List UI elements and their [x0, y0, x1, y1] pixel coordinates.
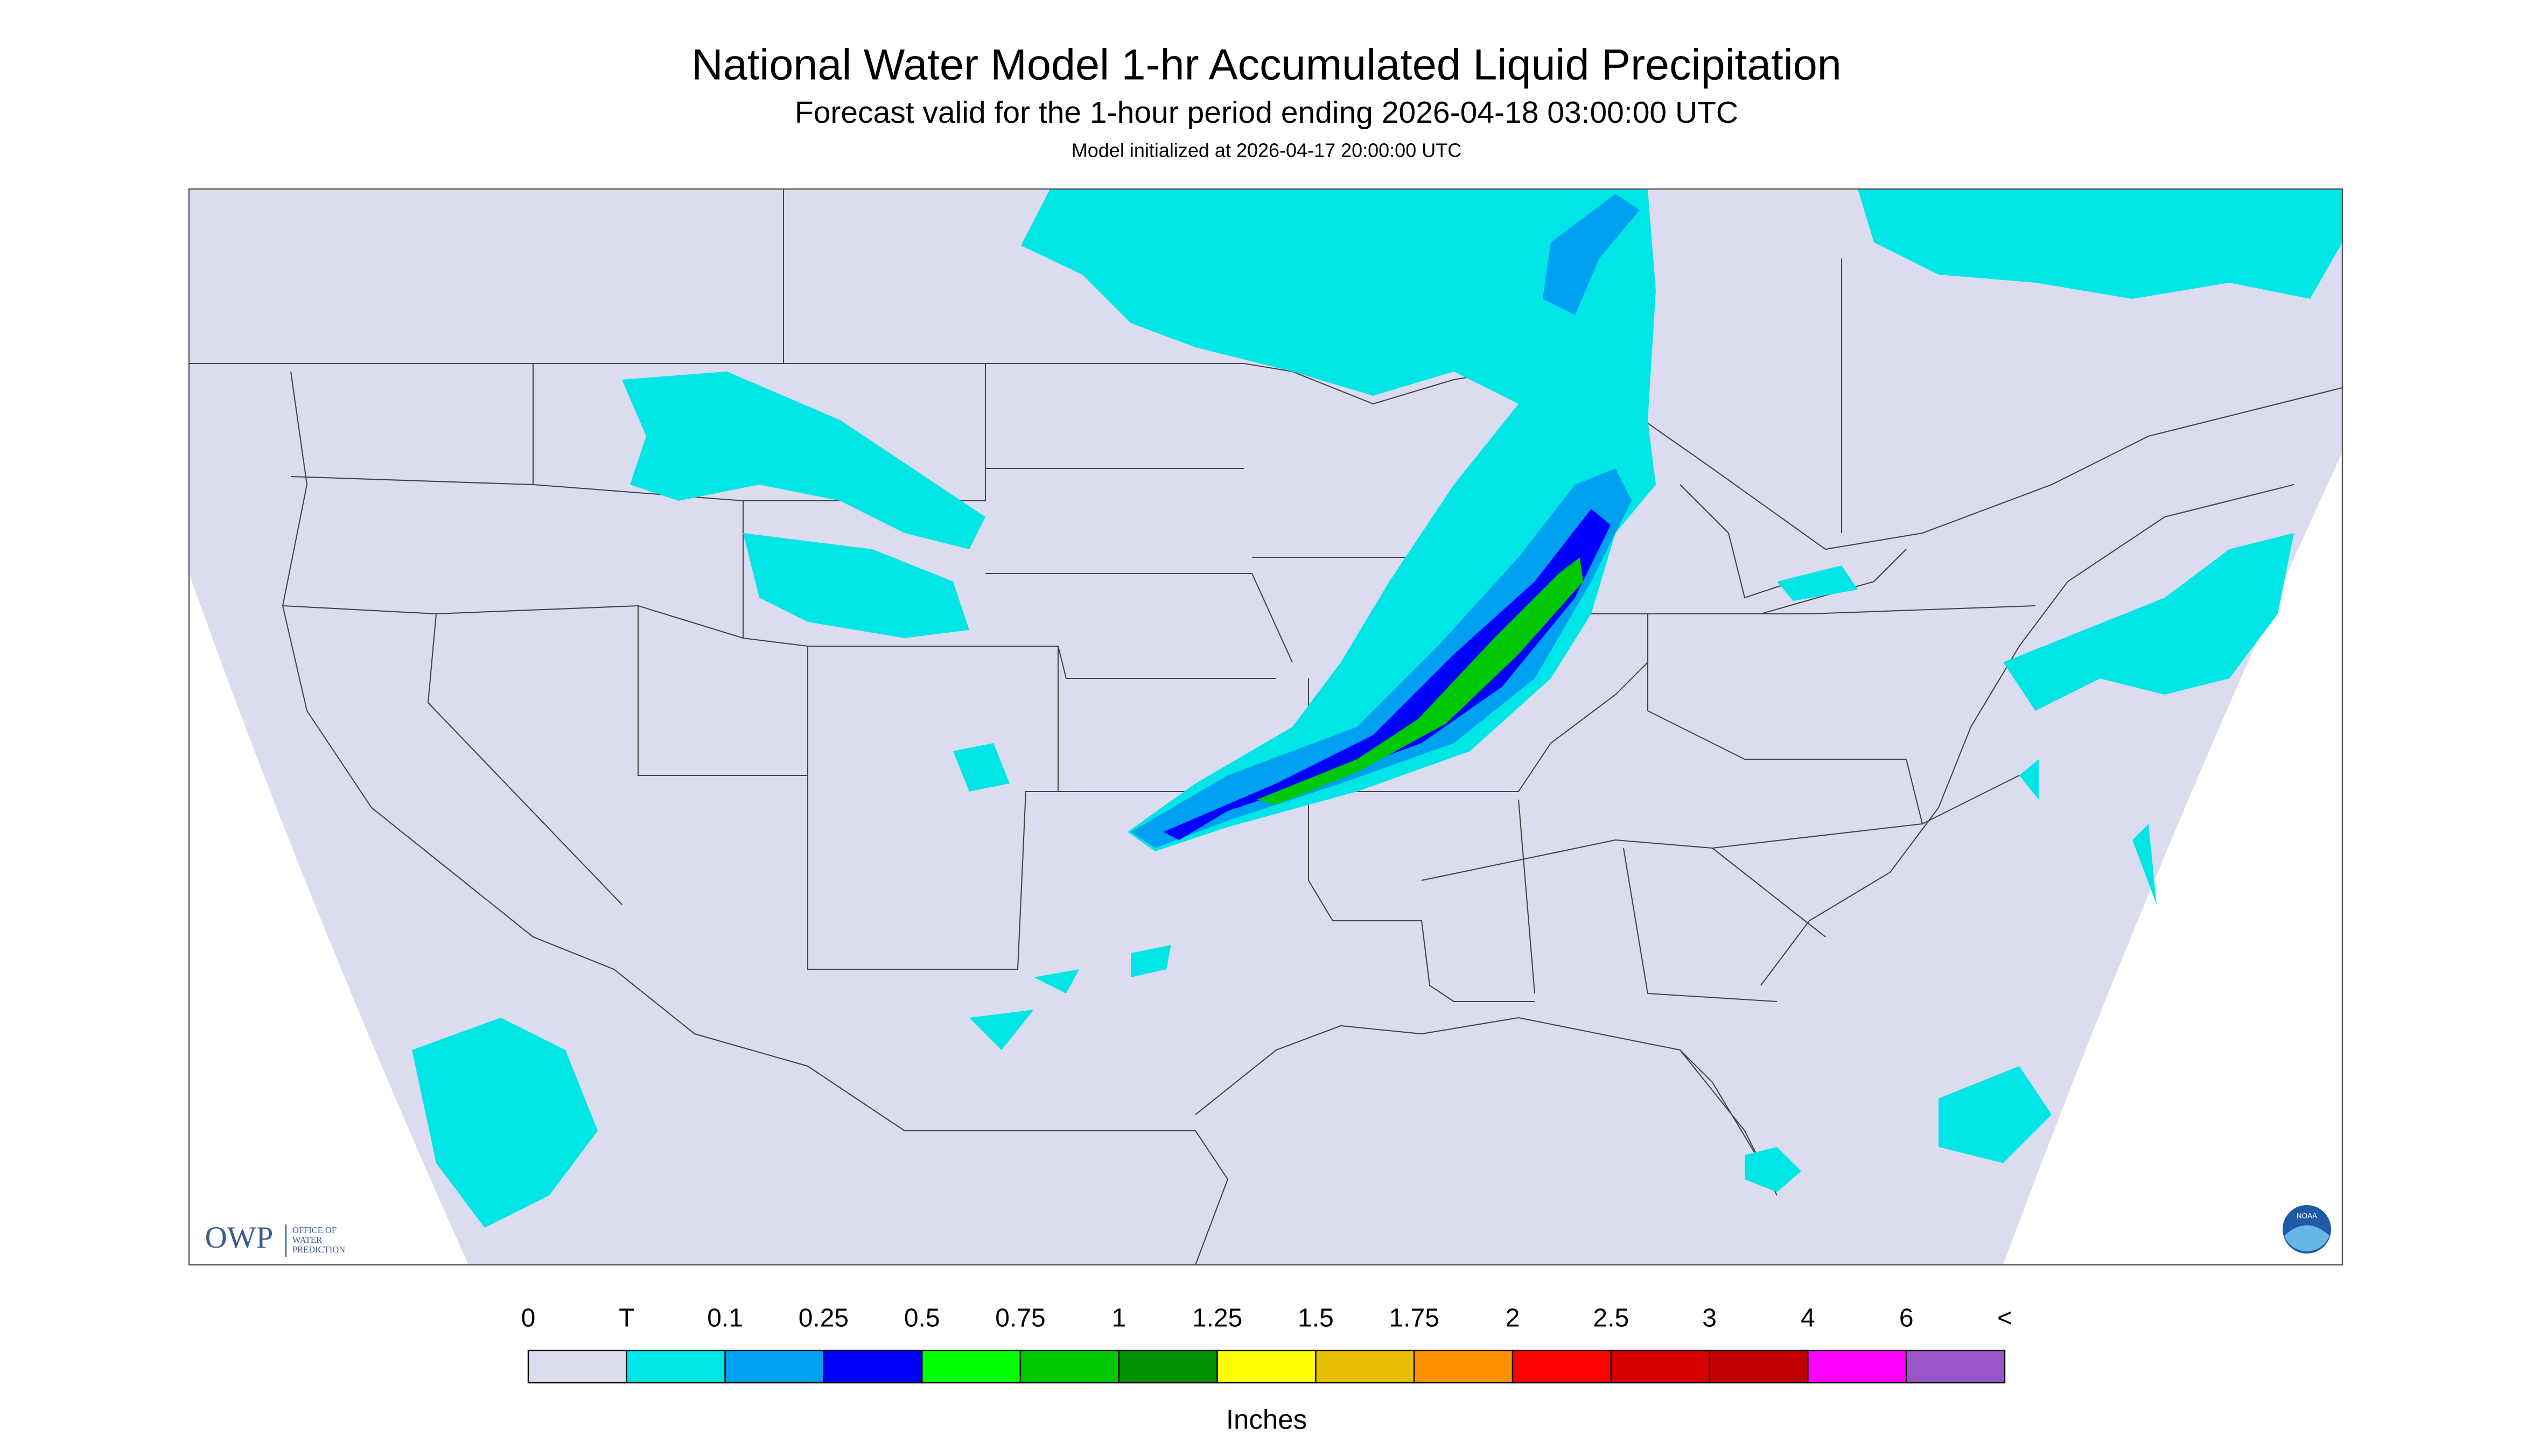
logo-abbr: OWP — [205, 1221, 274, 1255]
map-area: OWP OFFICE OF WATER PREDICTION NOAA — [188, 188, 2343, 1266]
legend-swatch — [1709, 1349, 1809, 1384]
legend-unit: Inches — [1226, 1404, 1307, 1434]
legend-swatch — [626, 1349, 726, 1384]
legend-swatch — [1512, 1349, 1612, 1384]
legend-label: 1.5 — [1298, 1304, 1334, 1333]
legend: 0 T 0.1 0.25 0.5 0.75 1 1.25 1.5 1.75 2 2.5 3 4 6 < — [521, 1304, 2012, 1384]
legend-label: 4 — [1801, 1304, 1815, 1333]
legend-label: 0.1 — [707, 1304, 743, 1333]
legend-swatch — [1807, 1349, 1907, 1384]
legend-swatch — [527, 1349, 628, 1384]
legend-label: 1 — [1111, 1304, 1126, 1333]
noaa-text: NOAA — [2297, 1212, 2317, 1220]
title: National Water Model 1-hr Accumulated Li… — [691, 40, 1842, 89]
legend-label: 2 — [1506, 1304, 1520, 1333]
legend-swatch — [1019, 1349, 1120, 1384]
precip-areas — [412, 189, 2342, 1228]
legend-label: T — [619, 1304, 634, 1333]
legend-swatch — [1610, 1349, 1710, 1384]
legend-swatch — [823, 1349, 923, 1384]
init-note: Model initialized at 2026-04-17 20:00:00… — [1072, 139, 1461, 162]
legend-label: 1.75 — [1389, 1304, 1439, 1333]
legend-label: < — [1997, 1304, 2012, 1333]
map-frame — [188, 188, 2343, 1266]
legend-label: 0.75 — [995, 1304, 1045, 1333]
legend-label: 0.5 — [904, 1304, 940, 1333]
legend-swatch — [921, 1349, 1021, 1384]
logo-name: WATER — [292, 1235, 322, 1245]
noaa-logo-wave — [2284, 1225, 2329, 1251]
legend-swatch — [1905, 1349, 2006, 1384]
legend-label: 1.25 — [1192, 1304, 1242, 1333]
legend-swatch — [1216, 1349, 1317, 1384]
logo-name: OFFICE OF — [292, 1225, 337, 1235]
legend-swatch — [724, 1349, 824, 1384]
logo-name: PREDICTION — [292, 1244, 345, 1255]
legend-label: 2.5 — [1593, 1304, 1629, 1333]
legend-label: 6 — [1899, 1304, 1914, 1333]
legend-swatch — [1315, 1349, 1415, 1384]
subtitle: Forecast valid for the 1-hour period end… — [795, 95, 1738, 130]
legend-swatch — [1414, 1349, 1514, 1384]
legend-label: 0 — [521, 1304, 536, 1333]
legend-label: 0.25 — [799, 1304, 849, 1333]
legend-swatch — [1118, 1349, 1218, 1384]
legend-label: 3 — [1702, 1304, 1717, 1333]
